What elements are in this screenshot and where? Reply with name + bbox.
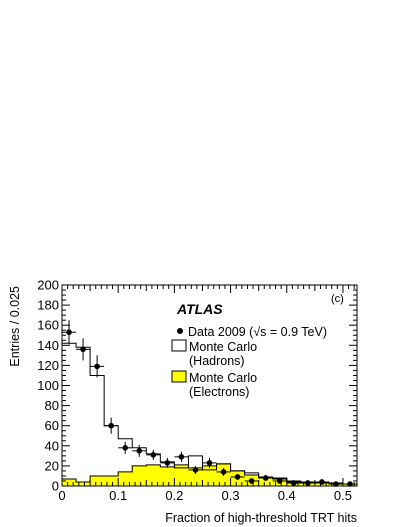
- data-point-4: [122, 445, 129, 451]
- x-tick-label-3: 0.3: [222, 488, 240, 503]
- data-point-18: [319, 479, 325, 485]
- axes-layer: 0 20 40 60 80 100 120 140 160 180 200 0 0.1 0.2 0.3 0.4…: [37, 278, 358, 503]
- x-tick-label-0: 0: [58, 488, 65, 503]
- y-tick-label-9: 180: [37, 298, 59, 313]
- legend-data-label: Data 2009 (√s = 0.9 TeV): [188, 325, 327, 339]
- y-tick-label-5: 100: [37, 378, 59, 393]
- legend: Data 2009 (√s = 0.9 TeV) Monte Carlo (Ha…: [171, 325, 327, 399]
- y-tick-label-7: 140: [37, 338, 59, 353]
- hadrons-histogram-layer: [61, 342, 357, 486]
- electrons-histogram-fill: [62, 463, 357, 486]
- panel-label: (c): [331, 293, 344, 305]
- data-points-layer: [62, 320, 357, 487]
- data-point-2: [94, 363, 100, 370]
- data-point-15: [276, 478, 283, 484]
- y-tick-label-3: 60: [45, 418, 59, 433]
- data-point-7: [164, 460, 171, 466]
- data-point-16: [290, 480, 297, 486]
- y-tick-label-4: 80: [45, 398, 59, 413]
- y-tick-label-1: 20: [45, 458, 59, 473]
- x-axis-label: Fraction of high-threshold TRT hits: [165, 511, 357, 525]
- legend-electrons-line1: Monte Carlo: [189, 371, 257, 385]
- data-point-17: [305, 480, 311, 486]
- legend-hadrons-box: [171, 339, 187, 352]
- legend-data-marker: [177, 328, 183, 334]
- x-tick-label-1: 0.1: [109, 488, 127, 503]
- data-point-9: [192, 467, 199, 473]
- legend-hadrons-line1: Monte Carlo: [189, 340, 257, 354]
- data-point-12: [234, 474, 241, 480]
- y-tick-label-10: 200: [37, 278, 59, 293]
- hadrons-histogram-line: [61, 342, 357, 486]
- data-point-13: [248, 478, 255, 484]
- y-tick-label-2: 40: [45, 438, 59, 453]
- data-point-1: [80, 346, 86, 353]
- data-point-0: [66, 329, 72, 336]
- y-tick-label-6: 120: [37, 358, 59, 373]
- data-point-8: [178, 454, 185, 460]
- x-tick-label-2: 0.2: [165, 488, 183, 503]
- data-point-5: [136, 448, 143, 454]
- data-point-11: [220, 469, 227, 475]
- atlas-label: ATLAS: [176, 301, 223, 317]
- y-tick-label-8: 160: [37, 318, 59, 333]
- x-tick-label-4: 0.4: [278, 488, 296, 503]
- data-point-14: [262, 475, 269, 481]
- y-tick-label-0: 0: [52, 479, 59, 494]
- x-tick-label-5: 0.5: [334, 488, 352, 503]
- data-point-10: [206, 460, 213, 466]
- legend-electrons-line2: (Electrons): [189, 385, 249, 399]
- legend-electrons-box: [171, 370, 187, 383]
- y-axis-label: Entries / 0.025: [8, 286, 22, 367]
- data-point-3: [108, 422, 114, 429]
- data-point-6: [150, 452, 157, 458]
- legend-hadrons-line2: (Hadrons): [189, 354, 245, 368]
